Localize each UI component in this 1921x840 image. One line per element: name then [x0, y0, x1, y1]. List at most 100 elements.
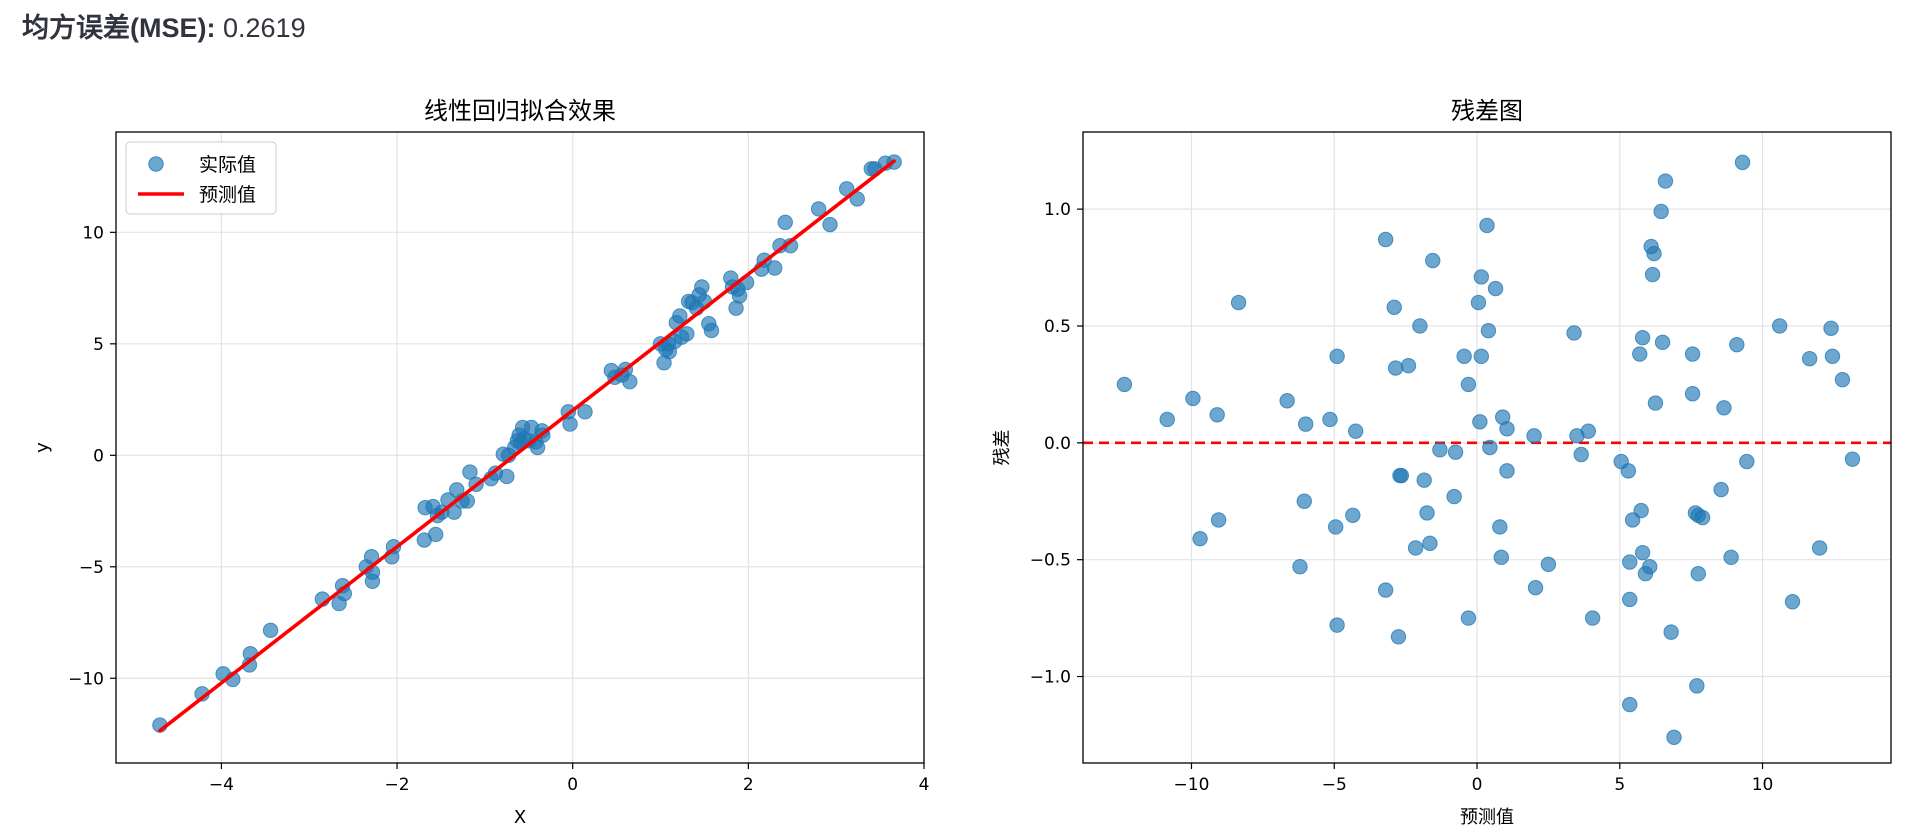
x-tick-label: −5 [1322, 775, 1347, 795]
data-point [1739, 453, 1755, 470]
x-tick-label: −4 [209, 775, 234, 795]
data-point [1824, 348, 1841, 365]
data-point [1480, 322, 1497, 339]
y-tick-label: −5 [79, 558, 104, 578]
data-point [1327, 519, 1344, 535]
data-point [1642, 558, 1658, 575]
y-axis-label: 残差 [992, 430, 1013, 466]
data-point [622, 374, 638, 390]
data-point [672, 308, 688, 324]
data-point [1584, 610, 1601, 626]
data-point [1811, 540, 1828, 556]
data-point [777, 214, 793, 231]
data-point [1345, 507, 1361, 523]
data-point [1393, 467, 1410, 484]
data-point [1690, 566, 1706, 582]
plot-frame [115, 131, 925, 764]
data-point [1419, 505, 1435, 521]
data-point [1386, 299, 1402, 315]
data-point [1116, 376, 1133, 393]
data-point [1663, 624, 1679, 640]
data-point [1647, 395, 1664, 411]
chart-title: 残差图 [1451, 97, 1523, 125]
data-point [1729, 336, 1745, 353]
data-point [1329, 617, 1345, 633]
y-tick-label: −0.5 [1030, 551, 1071, 571]
data-point [446, 504, 462, 520]
data-point [364, 573, 381, 589]
data-point [1479, 217, 1495, 234]
y-tick-label: 0 [93, 446, 104, 466]
legend-marker-actual [148, 156, 164, 172]
data-point [1622, 696, 1638, 713]
x-tick-label: 2 [743, 775, 754, 795]
data-point [1634, 329, 1651, 346]
data-point [1784, 594, 1801, 610]
data-point [499, 468, 515, 485]
data-point [1716, 400, 1732, 416]
data-point [1573, 446, 1589, 463]
data-point [810, 201, 827, 217]
data-point [1473, 348, 1489, 365]
legend-label-actual: 实际值 [199, 154, 256, 176]
data-point [1493, 549, 1509, 566]
plot-frame [1082, 131, 1892, 764]
y-axis-label: y [32, 442, 53, 453]
data-point [1279, 393, 1295, 409]
mse-value: 0.2619 [223, 13, 306, 43]
data-point [1159, 411, 1175, 428]
data-point [1185, 390, 1201, 407]
x-tick-label: 5 [1614, 775, 1625, 795]
data-point [1292, 558, 1308, 575]
data-point [427, 526, 444, 543]
data-point [1296, 493, 1312, 509]
data-point [766, 260, 783, 276]
data-point [1684, 386, 1701, 402]
data-point [1580, 423, 1597, 439]
data-point [1482, 439, 1498, 456]
data-point [1377, 582, 1394, 598]
y-tick-label: 0.5 [1044, 317, 1071, 337]
data-point [1689, 678, 1705, 694]
x-tick-label: −10 [1174, 775, 1210, 795]
legend-label-predicted: 预测值 [199, 184, 256, 206]
data-point [1425, 252, 1441, 269]
data-point [1657, 173, 1674, 189]
data-point [1823, 320, 1839, 337]
data-point [562, 416, 578, 432]
data-point [1666, 729, 1682, 745]
data-point [1347, 423, 1364, 439]
data-point [1646, 245, 1662, 262]
chart-title: 线性回归拟合效果 [424, 97, 616, 125]
data-point [1322, 411, 1338, 428]
fit-line [158, 159, 896, 733]
mse-label: 均方误差(MSE): [22, 13, 216, 43]
data-point [1487, 280, 1504, 297]
data-point [1644, 266, 1661, 283]
data-point [1653, 203, 1669, 220]
data-point [1801, 350, 1818, 367]
data-point [1377, 231, 1394, 248]
x-tick-label: 10 [1752, 775, 1774, 795]
x-tick-label: −2 [385, 775, 410, 795]
data-point [1540, 556, 1557, 573]
data-point [1329, 348, 1345, 365]
data-point [1432, 442, 1448, 458]
legend-box [125, 141, 277, 215]
data-point [1209, 407, 1225, 423]
data-point [1390, 629, 1407, 645]
data-point [822, 216, 838, 233]
data-point [1447, 444, 1464, 460]
data-point [1633, 502, 1649, 519]
data-point [1620, 463, 1637, 479]
data-point [262, 622, 279, 639]
data-point [1470, 294, 1487, 311]
data-point [1416, 472, 1432, 488]
data-point [1634, 544, 1651, 561]
data-point [1460, 376, 1477, 393]
y-tick-label: 0.0 [1044, 434, 1071, 454]
data-point [1622, 554, 1638, 570]
data-point [731, 288, 748, 304]
